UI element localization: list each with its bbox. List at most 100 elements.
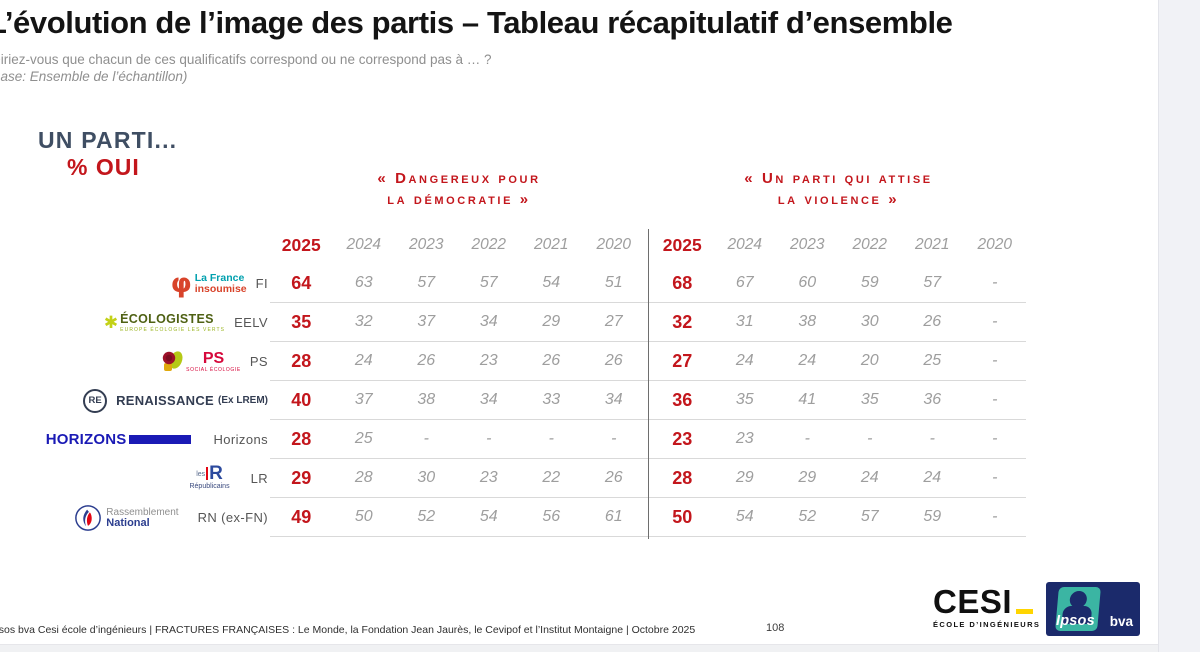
value-cell: 28: [270, 420, 333, 459]
lr-caption: Républicains: [189, 483, 230, 490]
value-cell: 64: [270, 264, 333, 303]
value-cell: 34: [582, 381, 645, 420]
value-cell: 52: [395, 498, 458, 537]
page-title: L’évolution de l’image des partis – Tabl…: [0, 5, 953, 40]
group-header-line: la démocratie »: [387, 191, 531, 208]
party-cell: ✱ ÉCOLOGISTES EUROPE ÉCOLOGIE LES VERTS …: [45, 303, 270, 342]
value-cell: 34: [457, 381, 520, 420]
value-cell: 35: [713, 381, 776, 420]
year-header: 2025: [662, 234, 702, 255]
value-cell: 24: [838, 459, 901, 498]
party-cell: Rassemblement National RN (ex-FN): [45, 498, 270, 537]
year-header: 2022: [852, 236, 887, 253]
panel-subheading: % OUI: [67, 154, 140, 180]
value-cell: 26: [582, 342, 645, 381]
value-cell: 52: [776, 498, 839, 537]
cesi-wordmark: CESI: [933, 583, 1013, 620]
value-cell: 35: [838, 381, 901, 420]
table-row-eelv: ✱ ÉCOLOGISTES EUROPE ÉCOLOGIE LES VERTS …: [45, 303, 1026, 342]
group-header-line: « Un parti qui attise: [744, 170, 933, 187]
horizons-logo: HORIZONS: [46, 431, 191, 448]
value-cell: 59: [838, 264, 901, 303]
table-row-renaissance: RE RENAISSANCE (Ex LREM) 40 37 38 34 33 …: [45, 381, 1026, 420]
party-label: RENAISSANCE: [116, 393, 214, 408]
value-cell: -: [963, 459, 1026, 498]
value-cell: 26: [582, 459, 645, 498]
value-cell: 49: [270, 498, 333, 537]
value-cell: 54: [520, 264, 583, 303]
value-cell: 23: [457, 459, 520, 498]
value-cell: 50: [332, 498, 395, 537]
party-label: EELV: [234, 315, 268, 330]
value-cell: 67: [713, 264, 776, 303]
lr-r-icon: les R: [196, 463, 223, 484]
year-header: 2025: [281, 234, 321, 255]
value-cell: 26: [395, 342, 458, 381]
value-cell: 68: [651, 264, 714, 303]
scrollbar-track[interactable]: [1158, 0, 1200, 652]
ps-rose-icon: [162, 350, 183, 371]
rn-wordmark-line1: Rassemblement: [106, 506, 179, 518]
value-cell: 28: [651, 459, 714, 498]
value-cell: 57: [838, 498, 901, 537]
value-cell: 37: [332, 381, 395, 420]
value-cell: 38: [395, 381, 458, 420]
page-number: 108: [766, 622, 785, 634]
bva-wordmark: bva: [1109, 614, 1133, 629]
party-cell: PS SOCIAL ÉCOLOGIE PS: [45, 342, 270, 381]
value-cell: 22: [520, 459, 583, 498]
footer-source: Ipsos bva Cesi école d’ingénieurs | FRAC…: [0, 624, 696, 636]
year-header: 2022: [471, 236, 506, 253]
value-cell: 54: [457, 498, 520, 537]
lfi-wordmark: La France insoumise: [195, 272, 247, 295]
value-cell: 26: [901, 303, 964, 342]
value-cell: 27: [582, 303, 645, 342]
value-cell: -: [963, 342, 1026, 381]
value-cell: 32: [651, 303, 714, 342]
group-header-line: la violence »: [777, 191, 900, 208]
value-cell: 54: [713, 498, 776, 537]
value-cell: 33: [520, 381, 583, 420]
value-cell: 35: [270, 303, 333, 342]
value-cell: -: [776, 420, 839, 459]
table-row-fi: φ La France insoumise FI 64 63 57 57 54 …: [45, 264, 1026, 303]
value-cell: 26: [520, 342, 583, 381]
sample-base-note: (Base: Ensemble de l’échantillon): [0, 69, 188, 84]
horizons-wordmark: HORIZONS: [45, 431, 127, 448]
ps-wordmark-name: PS: [202, 349, 225, 367]
survey-question: Diriez-vous que chacun de ces qualificat…: [0, 52, 492, 67]
value-cell: 30: [395, 459, 458, 498]
value-cell: -: [457, 420, 520, 459]
group-divider-line: [648, 229, 649, 539]
value-cell: 27: [651, 342, 714, 381]
party-cell: les R Républicains LR: [45, 459, 270, 498]
cesi-subtitle: ÉCOLE D’INGÉNIEURS: [933, 620, 1041, 629]
lfi-logo: φ La France insoumise: [171, 270, 247, 297]
value-cell: 28: [270, 342, 333, 381]
eelv-flower-icon: ✱: [103, 313, 119, 332]
party-label: PS: [249, 354, 268, 369]
value-cell: 36: [651, 381, 714, 420]
lr-r-letter: R: [209, 463, 223, 484]
ipsos-wordmark: Ipsos: [1056, 613, 1095, 629]
renaissance-logo: RE: [83, 388, 108, 413]
year-header: 2023: [409, 236, 444, 253]
value-cell: -: [901, 420, 964, 459]
corner-cell: [45, 226, 270, 264]
ps-wordmark: PS SOCIAL ÉCOLOGIE: [186, 349, 241, 373]
value-cell: -: [963, 498, 1026, 537]
value-cell: 30: [838, 303, 901, 342]
value-cell: 40: [270, 381, 333, 420]
value-cell: 57: [395, 264, 458, 303]
lr-les-text: les: [196, 471, 206, 478]
eelv-logo: ✱ ÉCOLOGISTES EUROPE ÉCOLOGIE LES VERTS: [104, 312, 225, 333]
value-cell: 29: [520, 303, 583, 342]
value-cell: 23: [457, 342, 520, 381]
rn-logo: Rassemblement National: [74, 504, 179, 532]
year-header: 2020: [977, 236, 1012, 253]
table-body: φ La France insoumise FI 64 63 57 57 54 …: [45, 264, 1026, 537]
value-cell: 24: [332, 342, 395, 381]
ps-wordmark-caption: SOCIAL ÉCOLOGIE: [186, 366, 241, 373]
party-label: LR: [250, 471, 268, 486]
group-header-violence: « Un parti qui attise la violence »: [651, 168, 1026, 210]
